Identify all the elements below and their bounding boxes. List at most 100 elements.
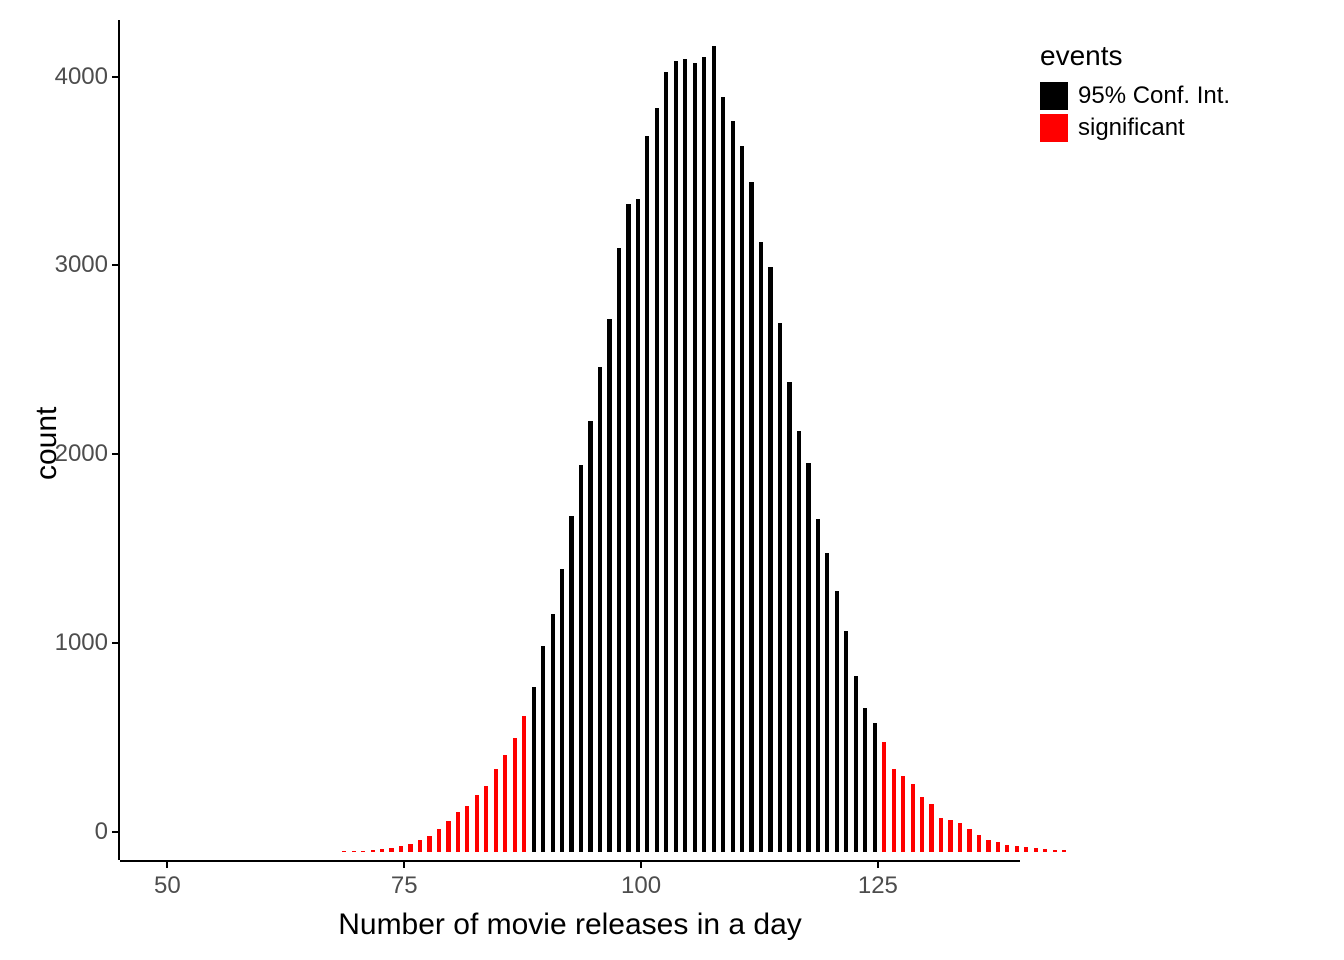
histogram-bar: [399, 846, 403, 851]
histogram-bar: [702, 57, 706, 852]
histogram-bar: [532, 687, 536, 851]
histogram-bar: [408, 844, 412, 852]
histogram-bar: [958, 823, 962, 851]
histogram-bar: [588, 421, 592, 851]
histogram-bar: [948, 820, 952, 852]
legend-label: significant: [1078, 114, 1185, 142]
histogram-bar: [1034, 848, 1038, 852]
histogram-bar: [655, 108, 659, 852]
y-tick: [112, 642, 120, 644]
histogram-bar: [967, 829, 971, 852]
histogram-bar: [920, 797, 924, 852]
histogram-bar: [513, 738, 517, 851]
histogram-bar: [816, 519, 820, 851]
histogram-bar: [873, 723, 877, 851]
histogram-bar: [626, 204, 630, 851]
histogram-bar: [427, 836, 431, 852]
x-tick-label: 100: [611, 872, 671, 900]
histogram-bar: [740, 146, 744, 852]
histogram-bar: [465, 806, 469, 851]
histogram-bar: [806, 463, 810, 852]
histogram-bar: [882, 742, 886, 851]
histogram-bar: [911, 784, 915, 852]
histogram-bar: [759, 242, 763, 852]
x-tick-label: 50: [137, 872, 197, 900]
histogram-bar: [389, 848, 393, 851]
histogram-bar: [712, 46, 716, 852]
histogram-bar: [768, 267, 772, 852]
x-tick: [166, 860, 168, 868]
histogram-bar: [749, 182, 753, 852]
histogram-bar: [1015, 846, 1019, 852]
histogram-bar: [494, 769, 498, 852]
legend-items: 95% Conf. Int. significant: [1040, 82, 1230, 142]
histogram-bar: [617, 248, 621, 852]
histogram-bar: [579, 465, 583, 852]
y-tick-label: 1000: [55, 629, 108, 657]
histogram-bar: [825, 553, 829, 851]
histogram-bar: [598, 367, 602, 852]
y-tick: [112, 76, 120, 78]
plot-area: [120, 20, 1020, 860]
histogram-bar: [1043, 849, 1047, 852]
histogram-bar: [636, 199, 640, 852]
histogram-bar: [418, 840, 422, 851]
histogram-bar: [569, 516, 573, 852]
histogram-bar: [1053, 850, 1057, 852]
histogram-bar: [541, 646, 545, 852]
histogram-bar: [854, 676, 858, 852]
histogram-chart: 5075100125 01000200030004000 Number of m…: [0, 0, 1344, 960]
histogram-bar: [1062, 850, 1066, 852]
y-axis-title: count: [30, 407, 64, 480]
histogram-bar: [901, 776, 905, 852]
legend: events 95% Conf. Int. significant: [1040, 40, 1230, 146]
histogram-bar: [693, 63, 697, 852]
histogram-bar: [1005, 845, 1009, 852]
histogram-bar: [607, 319, 611, 851]
histogram-bar: [371, 850, 375, 852]
histogram-bar: [835, 591, 839, 851]
legend-item: significant: [1040, 114, 1230, 142]
histogram-bar: [551, 614, 555, 852]
legend-title: events: [1040, 40, 1230, 72]
x-tick-label: 125: [848, 872, 908, 900]
histogram-bar: [844, 631, 848, 852]
histogram-bar: [380, 849, 384, 851]
legend-swatch: [1040, 82, 1068, 110]
legend-swatch: [1040, 114, 1068, 142]
y-tick-label: 4000: [55, 63, 108, 91]
x-tick-label: 75: [374, 872, 434, 900]
histogram-bar: [892, 769, 896, 852]
histogram-bar: [1024, 847, 1028, 852]
histogram-bar: [929, 804, 933, 851]
y-tick-label: 3000: [55, 251, 108, 279]
x-tick: [403, 860, 405, 868]
histogram-bar: [342, 851, 346, 852]
histogram-bar: [674, 61, 678, 852]
y-tick: [112, 831, 120, 833]
histogram-bar: [503, 755, 507, 851]
x-tick: [640, 860, 642, 868]
histogram-bar: [361, 851, 365, 852]
y-axis-line: [118, 20, 120, 860]
histogram-bar: [664, 72, 668, 852]
histogram-bar: [939, 818, 943, 852]
y-tick: [112, 264, 120, 266]
histogram-bar: [437, 829, 441, 852]
histogram-bar: [863, 708, 867, 851]
histogram-bar: [352, 851, 356, 852]
histogram-bar: [683, 59, 687, 852]
x-tick: [877, 860, 879, 868]
histogram-bar: [787, 382, 791, 852]
x-axis-line: [120, 860, 1020, 862]
legend-item: 95% Conf. Int.: [1040, 82, 1230, 110]
histogram-bar: [986, 840, 990, 851]
histogram-bar: [560, 569, 564, 852]
x-axis-title: Number of movie releases in a day: [120, 908, 1020, 942]
histogram-bar: [475, 795, 479, 852]
histogram-bar: [645, 136, 649, 851]
histogram-bar: [996, 842, 1000, 851]
legend-label: 95% Conf. Int.: [1078, 82, 1230, 110]
histogram-bar: [731, 121, 735, 852]
histogram-bar: [484, 786, 488, 852]
